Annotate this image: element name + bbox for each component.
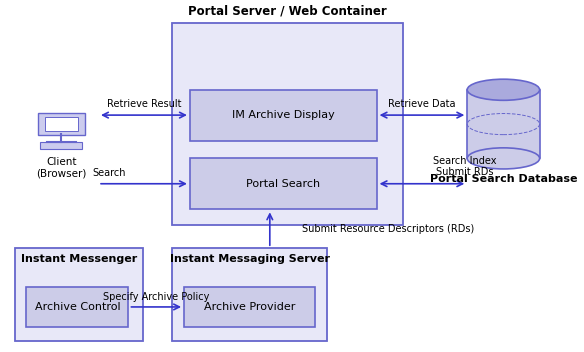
FancyBboxPatch shape [26,287,128,327]
FancyBboxPatch shape [40,142,82,149]
FancyBboxPatch shape [15,248,143,341]
FancyBboxPatch shape [45,117,78,131]
Text: Specify Archive Policy: Specify Archive Policy [103,292,210,302]
FancyBboxPatch shape [190,90,377,141]
FancyBboxPatch shape [38,113,85,135]
Text: IM Archive Display: IM Archive Display [232,110,335,120]
Text: Portal Search: Portal Search [246,179,320,189]
Text: Client
(Browser): Client (Browser) [36,157,86,178]
Text: Retrieve Data: Retrieve Data [388,99,456,109]
Text: Retrieve Result: Retrieve Result [107,99,181,109]
Text: Search: Search [92,169,126,178]
Ellipse shape [467,79,540,100]
FancyBboxPatch shape [190,158,377,209]
Ellipse shape [467,148,540,169]
FancyBboxPatch shape [184,287,315,327]
FancyBboxPatch shape [172,23,403,225]
FancyBboxPatch shape [467,90,540,158]
Text: Submit Resource Descriptors (RDs): Submit Resource Descriptors (RDs) [302,224,474,234]
Text: Instant Messenger: Instant Messenger [20,254,137,264]
Text: Archive Provider: Archive Provider [204,302,296,312]
FancyBboxPatch shape [172,248,327,341]
Text: Search Index
Submit RDs: Search Index Submit RDs [433,156,496,177]
Text: Portal Server / Web Container: Portal Server / Web Container [188,5,387,18]
Text: Instant Messaging Server: Instant Messaging Server [170,254,329,264]
Text: Archive Control: Archive Control [34,302,120,312]
Text: Portal Search Database: Portal Search Database [430,174,577,184]
